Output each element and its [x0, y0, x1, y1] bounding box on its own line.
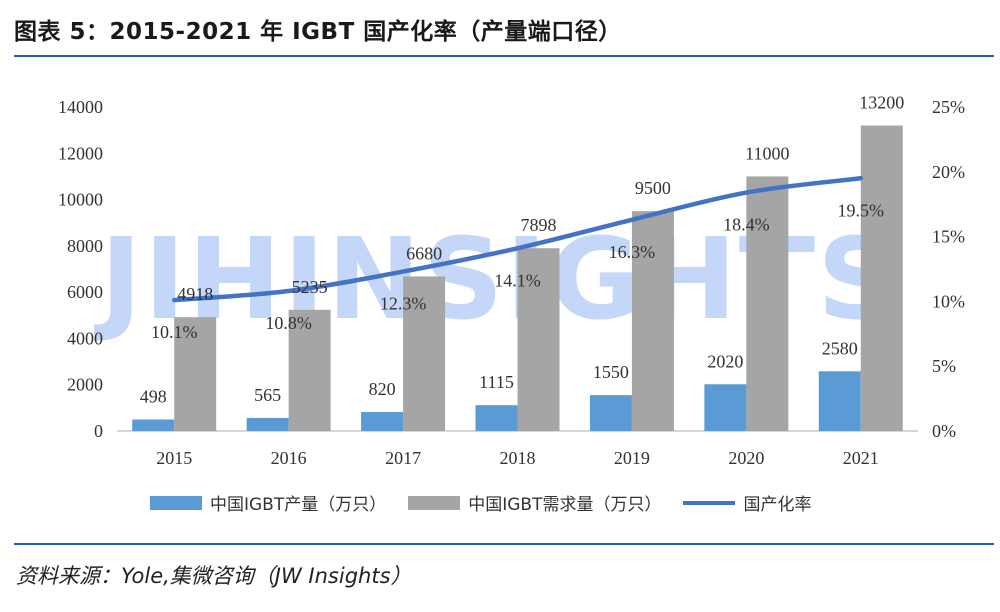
data-label-demand: 9500: [635, 178, 671, 198]
legend-swatch-demand: [408, 495, 461, 510]
legend-label-rate: 国产化率: [743, 495, 812, 515]
source-note: 资料来源：Yole,集微咨询（JW Insights）: [16, 564, 412, 588]
bar-production: [589, 395, 632, 431]
y-right-tick-label: 25%: [932, 97, 965, 117]
data-label-demand: 13200: [859, 93, 904, 113]
legend-swatch-production: [150, 495, 202, 510]
bar-demand: [746, 176, 789, 431]
legend-item-rate: 国产化率: [683, 490, 811, 515]
y-right-tick-label: 20%: [932, 162, 965, 182]
data-label-demand: 6680: [406, 243, 442, 263]
y-right-tick-label: 5%: [932, 356, 956, 376]
data-label-demand: 4918: [177, 284, 213, 304]
bar-demand: [631, 211, 674, 431]
y-right-tick-label: 10%: [932, 291, 965, 311]
top-divider: [14, 55, 994, 57]
bar-demand: [288, 309, 331, 431]
bar-demand: [860, 125, 903, 431]
bottom-divider: [14, 543, 994, 545]
data-label-rate: 10.8%: [265, 313, 312, 333]
data-label-production: 1550: [593, 362, 629, 382]
data-label-demand: 7898: [521, 215, 557, 235]
legend-item-demand: 中国IGBT需求量（万只）: [408, 490, 661, 515]
data-label-production: 565: [254, 385, 281, 405]
y-right-tick-label: 0%: [932, 421, 956, 441]
legend: 中国IGBT产量（万只） 中国IGBT需求量（万只） 国产化率: [150, 490, 833, 515]
bar-production: [132, 419, 175, 431]
y-left-tick-label: 10000: [58, 190, 103, 210]
bar-production: [704, 384, 747, 431]
x-tick-label: 2020: [728, 448, 764, 468]
data-label-rate: 10.1%: [151, 322, 198, 342]
y-left-tick-label: 12000: [58, 143, 103, 163]
data-label-production: 1115: [479, 372, 514, 392]
x-tick-label: 2021: [843, 448, 879, 468]
legend-swatch-rate: [683, 500, 736, 505]
data-label-rate: 18.4%: [723, 215, 770, 235]
bar-demand: [174, 317, 217, 431]
bar-production: [475, 405, 518, 431]
legend-item-production: 中国IGBT产量（万只）: [150, 490, 386, 515]
y-left-tick-label: 6000: [67, 282, 103, 302]
x-tick-label: 2018: [500, 448, 536, 468]
data-label-rate: 16.3%: [609, 242, 656, 262]
bar-production: [361, 412, 404, 431]
data-label-rate: 12.3%: [380, 294, 427, 314]
data-label-demand: 5235: [292, 277, 328, 297]
data-label-production: 2020: [707, 351, 743, 371]
y-left-tick-label: 8000: [67, 236, 103, 256]
bar-production: [246, 417, 289, 431]
x-tick-label: 2016: [271, 448, 307, 468]
bar-demand: [517, 248, 560, 431]
data-label-production: 2580: [822, 338, 858, 358]
data-label-production: 498: [140, 386, 167, 406]
data-label-rate: 14.1%: [494, 270, 541, 290]
data-label-rate: 19.5%: [838, 200, 885, 220]
x-tick-label: 2019: [614, 448, 650, 468]
line-rate: [171, 176, 864, 303]
y-left-tick-label: 14000: [58, 97, 103, 117]
data-label-production: 820: [369, 379, 396, 399]
legend-label-production: 中国IGBT产量（万只）: [210, 495, 387, 515]
data-label-demand: 11000: [745, 143, 789, 163]
chart-title: 图表 5：2015-2021 年 IGBT 国产化率（产量端口径）: [14, 19, 622, 45]
y-left-tick-label: 2000: [67, 375, 103, 395]
x-tick-label: 2015: [156, 448, 192, 468]
bar-demand: [403, 276, 446, 431]
legend-label-demand: 中国IGBT需求量（万只）: [468, 495, 662, 515]
y-left-tick-label: 4000: [67, 328, 103, 348]
x-tick-label: 2017: [385, 448, 421, 468]
y-right-tick-label: 15%: [932, 227, 965, 247]
bar-production: [818, 371, 861, 431]
y-left-tick-label: 0: [94, 421, 103, 441]
